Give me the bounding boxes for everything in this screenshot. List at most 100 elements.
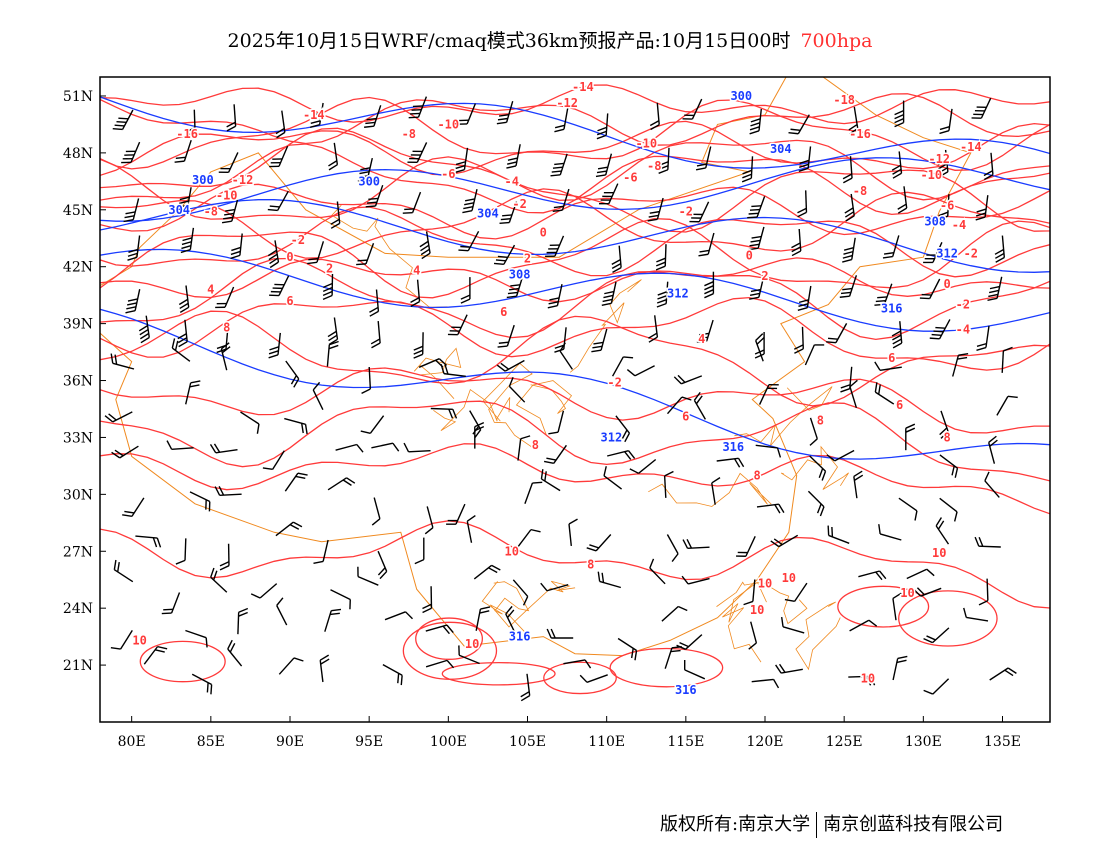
barb-flag — [545, 255, 555, 258]
wind-barb — [326, 340, 339, 367]
barb-flag — [500, 218, 511, 221]
barb-flag — [784, 598, 795, 603]
barb-flag — [923, 689, 934, 695]
barb-staff — [966, 616, 989, 622]
barb-flag — [937, 159, 947, 166]
temperature-label: 10 — [750, 603, 764, 617]
barb-flag — [229, 643, 236, 653]
barb-flag — [224, 212, 234, 216]
wind-barb — [262, 450, 285, 471]
barb-flag — [304, 424, 308, 435]
temperature-label: -2 — [512, 197, 526, 211]
temperature-label: 0 — [746, 248, 753, 262]
province-border — [413, 347, 462, 399]
wind-barb — [475, 606, 491, 631]
barb-staff — [458, 654, 480, 665]
barb-flag — [671, 646, 682, 649]
wind-barb — [741, 156, 754, 183]
barb-staff — [586, 674, 608, 683]
barb-flag — [179, 302, 189, 310]
barb-staff — [634, 365, 655, 377]
barb-flag — [831, 526, 834, 537]
isotherm — [100, 310, 1050, 407]
temperature-label: 4 — [698, 332, 705, 346]
wind-barb — [649, 102, 660, 131]
barb-flag — [364, 125, 374, 128]
wind-barb — [906, 568, 935, 580]
isotherm — [100, 217, 1050, 299]
barb-flag — [225, 208, 236, 212]
barb-flag — [356, 263, 367, 266]
barb-flag — [592, 345, 603, 349]
isotherm-closed — [402, 621, 498, 680]
barb-flag — [919, 297, 930, 300]
wind-barb — [704, 271, 715, 299]
wind-barb — [756, 503, 785, 514]
barb-staff — [666, 396, 683, 415]
barb-flag — [268, 350, 279, 355]
wind-barb — [749, 108, 762, 135]
wind-barb — [370, 321, 381, 349]
barb-flag — [596, 170, 607, 174]
wind-barb — [770, 534, 799, 548]
wind-barb — [791, 228, 802, 257]
wind-barb — [882, 235, 900, 259]
barb-flag — [185, 131, 196, 137]
barb-flag — [797, 307, 808, 311]
barb-flag — [231, 246, 241, 252]
barb-flag — [983, 170, 993, 177]
barb-staff — [649, 567, 666, 585]
barb-flag — [772, 679, 780, 689]
barb-flag — [365, 205, 376, 208]
wind-barb — [939, 410, 949, 439]
barb-flag — [497, 345, 508, 348]
barb-flag — [750, 122, 761, 127]
barb-staff — [276, 605, 288, 626]
barb-flag — [272, 287, 283, 290]
barb-flag — [474, 429, 482, 439]
barb-flag — [181, 241, 192, 246]
wind-barb — [1001, 346, 1013, 373]
height-label: 316 — [675, 683, 697, 697]
barb-flag — [624, 432, 631, 443]
barb-flag — [488, 567, 498, 574]
barb-flag — [751, 205, 762, 208]
wind-barb — [629, 458, 657, 474]
barb-staff — [849, 619, 870, 632]
barb-flag — [602, 298, 613, 303]
barb-flag — [457, 123, 468, 125]
temperature-label: 0 — [943, 277, 950, 291]
isotherm — [100, 206, 1050, 278]
barb-flag — [818, 468, 824, 478]
barb-flag — [154, 649, 165, 653]
barb-flag — [596, 130, 607, 136]
title-main: 2025年10月15日WRF/cmaq模式36km预报产品:10月15日00时 — [227, 30, 791, 52]
barb-flag — [547, 305, 558, 309]
isotherm — [100, 400, 1050, 482]
wind-barb — [466, 514, 476, 543]
wind-barb — [749, 275, 765, 300]
barb-flag — [309, 124, 320, 128]
barb-flag — [357, 566, 359, 577]
wind-barb — [963, 607, 989, 622]
barb-flag — [559, 342, 566, 352]
isotherm — [100, 93, 1050, 146]
wind-barb — [407, 142, 428, 164]
barb-flag — [989, 439, 998, 447]
temperature-label: -12 — [928, 152, 950, 166]
barb-flag — [704, 293, 714, 299]
barb-staff — [782, 626, 805, 634]
barb-flag — [548, 301, 559, 305]
lat-tick-label: 30N — [63, 487, 93, 503]
barb-flag — [221, 220, 232, 224]
wind-barb — [425, 659, 455, 669]
barb-flag — [156, 537, 162, 548]
wind-barb — [508, 376, 526, 403]
barb-flag — [937, 520, 945, 530]
wind-barb — [230, 233, 243, 260]
barb-flag — [868, 619, 878, 627]
barb-staff — [546, 584, 569, 592]
wind-barb — [382, 663, 403, 686]
barb-flag — [328, 344, 339, 350]
wind-barb — [219, 543, 230, 571]
